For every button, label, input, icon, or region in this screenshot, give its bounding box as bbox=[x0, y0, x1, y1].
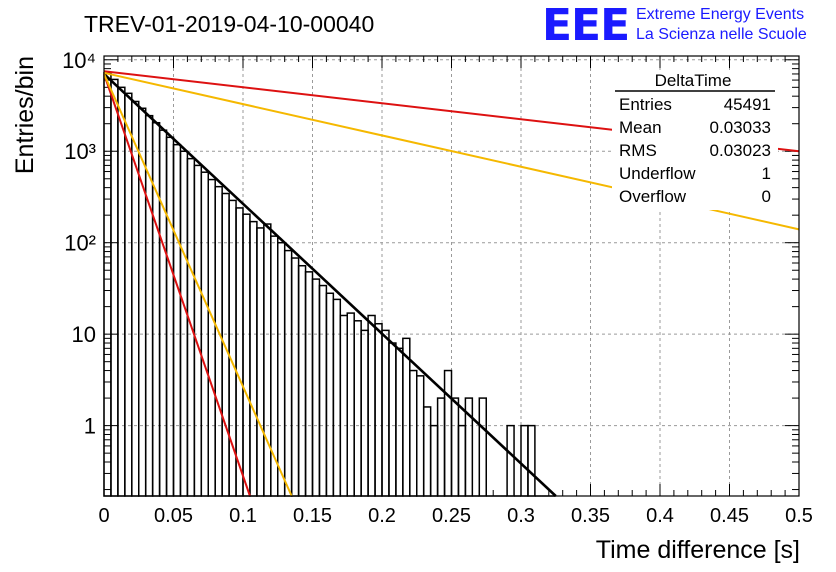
logo-line1: Extreme Energy Events bbox=[636, 6, 804, 23]
stats-label-rms: RMS bbox=[619, 141, 657, 160]
y-tick-label-4: 10⁴ bbox=[62, 48, 96, 73]
stats-value-overflow: 0 bbox=[762, 187, 771, 206]
logo-mark: EEE bbox=[542, 0, 629, 51]
x-tick-label-5: 0.25 bbox=[432, 505, 471, 527]
stats-value-rms: 0.03023 bbox=[710, 141, 771, 160]
chart-title: TREV-01-2019-04-10-00040 bbox=[84, 11, 374, 37]
x-tick-labels: 0 0.05 0.1 0.15 0.2 0.25 0.3 0.35 0.4 0.45 0.5 bbox=[98, 505, 812, 527]
y-tick-label-2: 10² bbox=[64, 231, 96, 256]
stats-box-title: DeltaTime bbox=[655, 71, 732, 90]
stats-label-overflow: Overflow bbox=[619, 187, 687, 206]
x-tick-label-4: 0.2 bbox=[368, 505, 396, 527]
y-tick-labels: 1 10 10² 10³ 10⁴ bbox=[62, 48, 96, 439]
logo-line2: La Scienza nelle Scuole bbox=[636, 26, 807, 43]
x-tick-label-0: 0 bbox=[98, 505, 109, 527]
y-tick-label-0: 1 bbox=[84, 414, 96, 439]
x-tick-label-8: 0.4 bbox=[646, 505, 674, 527]
plot-frame bbox=[103, 55, 800, 497]
x-tick-label-7: 0.35 bbox=[571, 505, 610, 527]
y-axis-label: Entries/bin bbox=[11, 56, 39, 174]
y-tick-label-3: 10³ bbox=[64, 139, 96, 164]
fit-line-4 bbox=[103, 73, 293, 497]
stats-value-underflow: 1 bbox=[762, 164, 771, 183]
stats-label-entries: Entries bbox=[619, 95, 672, 114]
x-tick-label-6: 0.3 bbox=[507, 505, 535, 527]
y-tick-label-1: 10 bbox=[72, 322, 96, 347]
x-axis-label: Time difference [s] bbox=[596, 536, 800, 564]
stats-label-mean: Mean bbox=[619, 118, 662, 137]
x-tick-label-2: 0.1 bbox=[229, 505, 257, 527]
x-tick-label-1: 0.05 bbox=[154, 505, 193, 527]
x-tick-label-9: 0.45 bbox=[710, 505, 749, 527]
x-tick-label-10: 0.5 bbox=[785, 505, 813, 527]
stats-value-entries: 45491 bbox=[724, 95, 771, 114]
stats-value-mean: 0.03033 bbox=[710, 118, 771, 137]
stats-box-bg bbox=[612, 70, 778, 210]
stats-label-underflow: Underflow bbox=[619, 164, 696, 183]
stats-box: DeltaTime Entries 45491 Mean 0.03033 RMS… bbox=[612, 70, 778, 210]
fit-line-3 bbox=[103, 73, 251, 497]
fit-line-0 bbox=[103, 73, 557, 497]
x-tick-label-3: 0.15 bbox=[293, 505, 332, 527]
eee-logo: EEE Extreme Energy Events La Scienza nel… bbox=[542, 0, 807, 51]
